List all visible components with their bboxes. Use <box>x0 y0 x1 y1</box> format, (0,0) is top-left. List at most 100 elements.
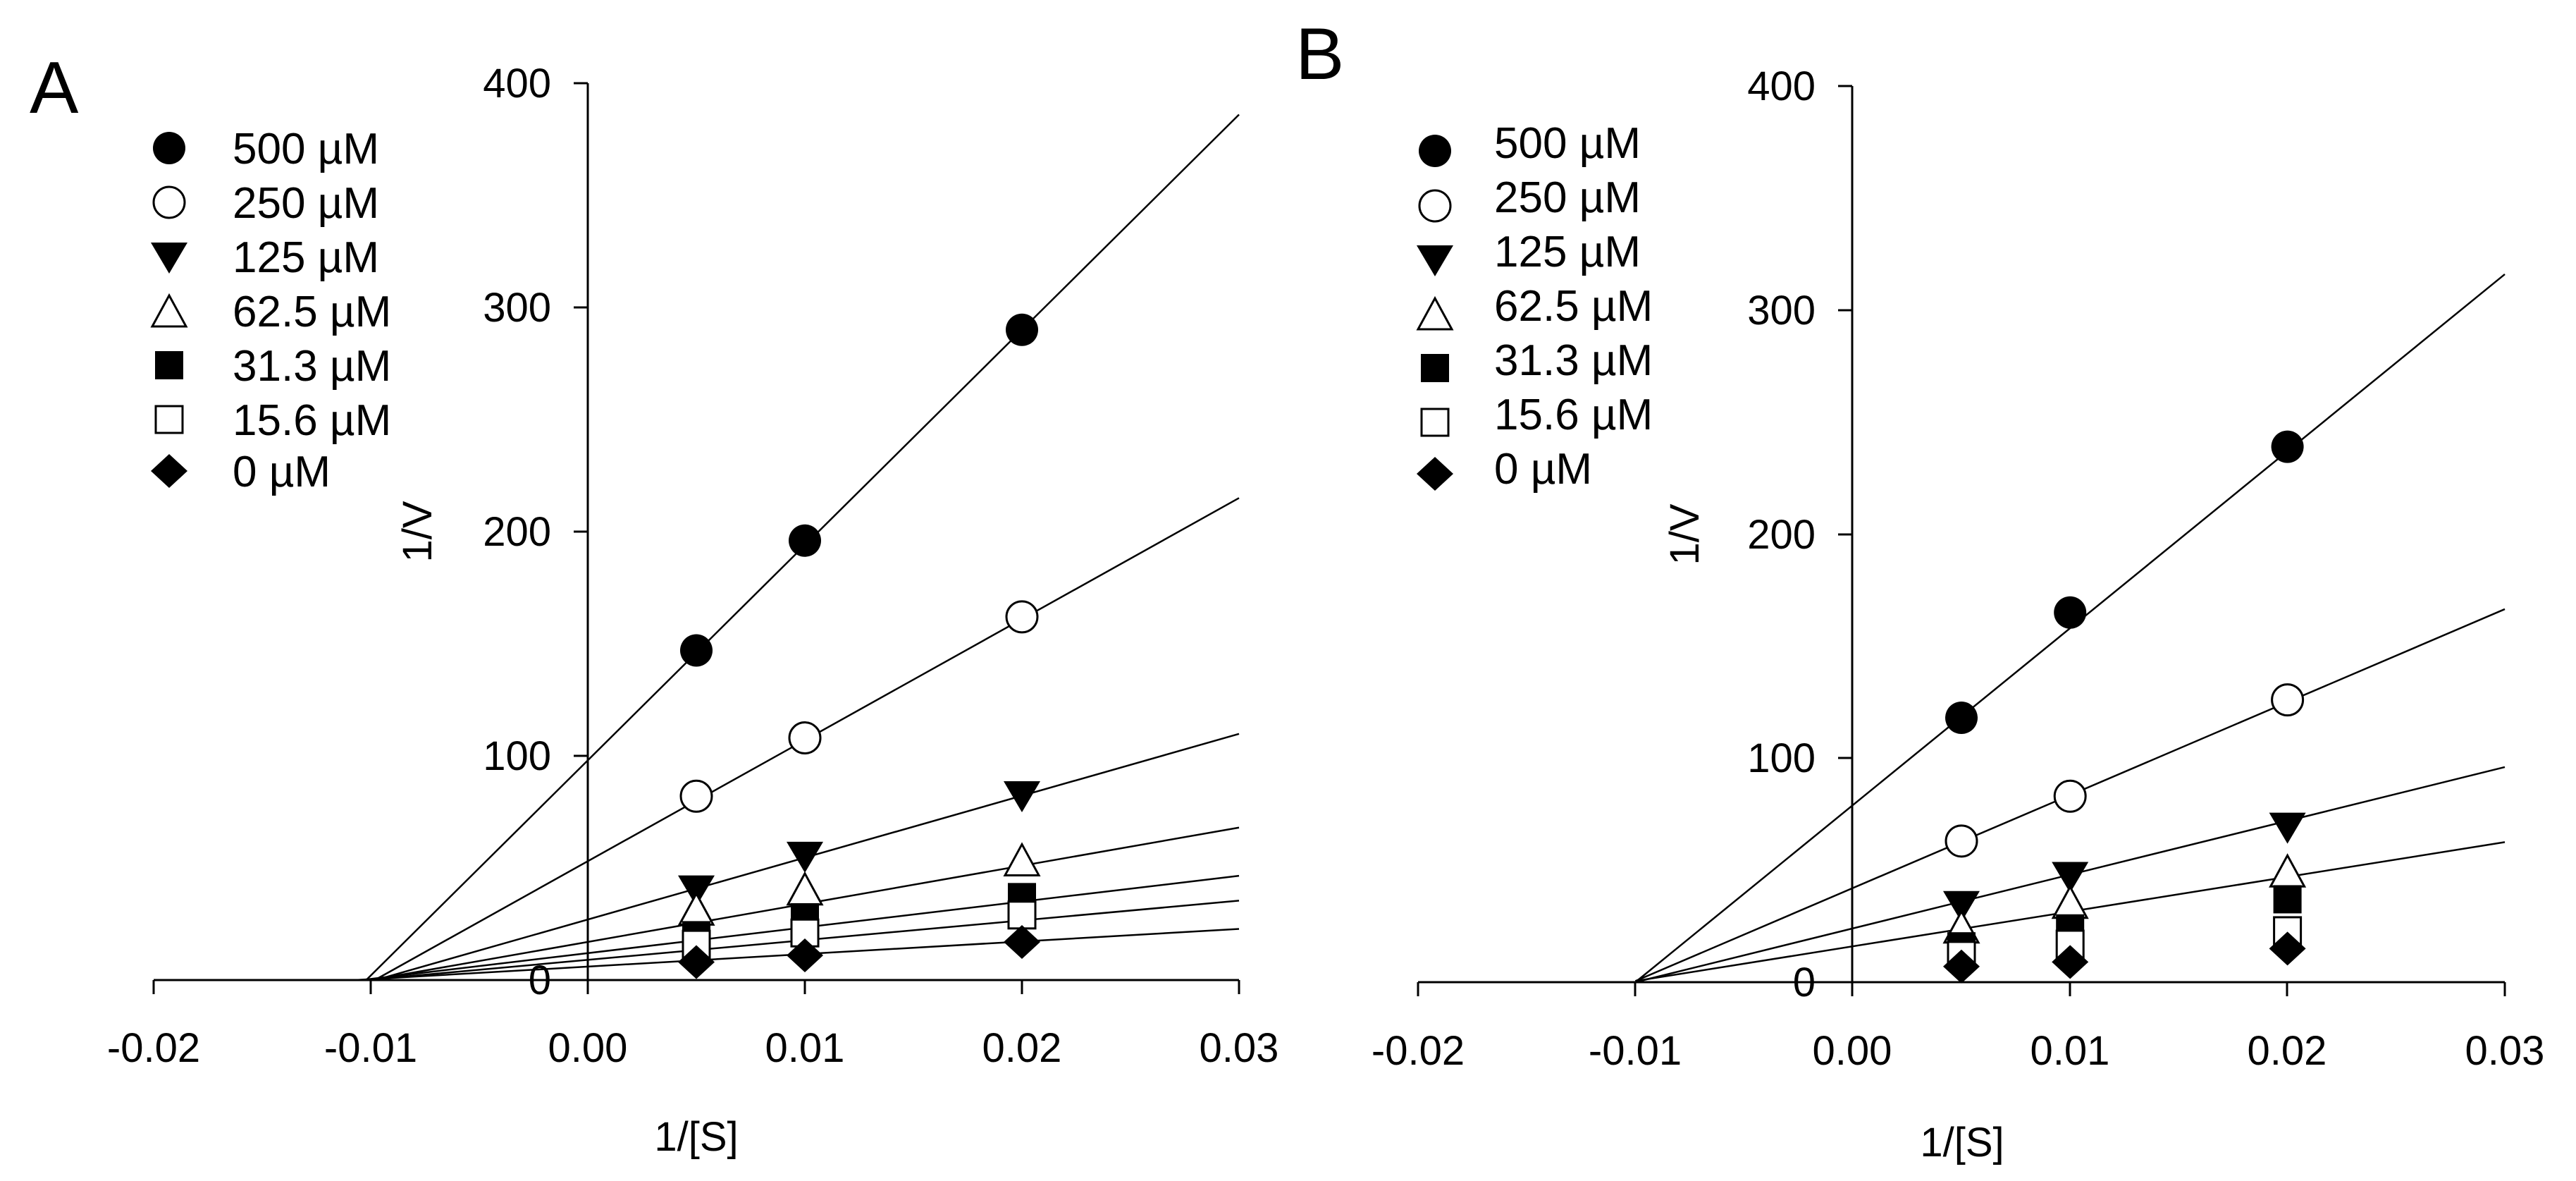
panel-b-legend-label: 0 µM <box>1494 445 1592 494</box>
panel-b-legend-entry: 125 µM <box>1417 228 1641 276</box>
panel-a-x-tick-label: 0.03 <box>1200 1025 1279 1071</box>
panel-a-x-tick-label: -0.01 <box>324 1025 417 1071</box>
panel-b-y-tick-label: 0 <box>1793 960 1816 1005</box>
panel-b-data-point <box>1943 891 1980 922</box>
panel-b-y-tick-label: 200 <box>1747 512 1816 558</box>
panel-b-data-point <box>2052 862 2089 893</box>
panel-b-y-ticks <box>1838 85 1852 984</box>
panel-b-legend-entry: 500 µM <box>1419 119 1641 168</box>
panel-b-legend-entry: 0 µM <box>1417 445 1592 494</box>
square-open-marker-icon <box>154 405 184 434</box>
panel-b-legend-entry: 31.3 µM <box>1421 336 1653 385</box>
panel-b-x-tick-labels: -0.02 -0.01 0.00 0.01 0.02 0.03 <box>1372 1028 2545 1074</box>
panel-a-x-tick-labels: -0.02 -0.01 0.00 0.01 0.02 0.03 <box>107 1025 1279 1071</box>
panel-a-y-tick-labels: 0 100 200 300 400 <box>483 61 551 1003</box>
panel-b-data-point <box>2051 884 2089 919</box>
panel-a-y-tick-label: 300 <box>483 285 551 331</box>
circle-open-marker-icon <box>152 185 186 219</box>
panel-b-data-point <box>2054 596 2087 629</box>
panel-b-data-point <box>1945 824 1978 858</box>
panel-a-x-tick-label: -0.02 <box>107 1025 200 1071</box>
panel-a-x-axis-title: 1/[S] <box>654 1114 738 1160</box>
panel-a-legend-label: 250 µM <box>233 179 379 228</box>
panel-b-data-point <box>2053 779 2087 813</box>
square-filled-marker-icon <box>1421 354 1449 382</box>
panel-a-legend-entry: 0 µM <box>151 448 331 496</box>
square-filled-marker-icon <box>155 351 183 379</box>
panel-a-y-tick-label: 400 <box>483 61 551 106</box>
panel-b-y-tick-label: 400 <box>1747 63 1816 109</box>
panel-b-x-tick-label: 0.01 <box>2030 1028 2110 1074</box>
panel-a-legend-label: 0 µM <box>233 448 331 496</box>
panel-a-data-point <box>1004 781 1040 813</box>
panel-a-data-point <box>787 938 823 973</box>
triangle-down-filled-marker-icon <box>1417 245 1453 276</box>
panel-b-x-tick-label: -0.02 <box>1372 1028 1465 1074</box>
panel-b-legend-entry: 62.5 µM <box>1416 282 1653 331</box>
panel-b-x-ticks <box>1417 982 2506 996</box>
panel-a-legend-label: 500 µM <box>233 125 379 173</box>
panel-b-data-point <box>2269 812 2306 844</box>
panel-b-data-point <box>2052 945 2089 979</box>
panel-a-legend-entry: 125 µM <box>151 233 379 282</box>
panel-a-legend-label: 15.6 µM <box>233 396 391 445</box>
panel-a-data-point <box>786 871 824 906</box>
panel-a-label: A <box>30 47 79 129</box>
panel-a-x-tick-label: 0.01 <box>765 1025 845 1071</box>
panel-a-data-point <box>1005 600 1039 634</box>
panel-a-y-tick-label: 200 <box>483 509 551 555</box>
panel-b-x-axis-title: 1/[S] <box>1920 1120 2004 1165</box>
panel-a-data-point <box>678 945 715 979</box>
panel-a-legend-entry: 31.3 µM <box>155 342 391 391</box>
panel-b-legend-entry: 250 µM <box>1418 173 1641 223</box>
panel-a-legend-entry: 62.5 µM <box>150 288 391 336</box>
panel-b-x-tick-label: 0.02 <box>2248 1028 2327 1074</box>
panel-a-data-point <box>1007 900 1037 930</box>
panel-a-data-point <box>787 841 823 873</box>
panel-a-y-ticks <box>574 82 588 981</box>
panel-a-x-ticks <box>152 980 1240 994</box>
panel-b-label: B <box>1295 13 1344 95</box>
triangle-up-open-marker-icon <box>150 293 188 328</box>
panel-a-data-point <box>677 891 715 926</box>
square-open-marker-icon <box>1420 408 1450 437</box>
diamond-filled-marker-icon <box>1417 457 1453 491</box>
panel-b-x-tick-label: -0.01 <box>1589 1028 1682 1074</box>
panel-a-legend-label: 62.5 µM <box>233 288 391 336</box>
panel-a-y-axis-title: 1/V <box>395 501 440 562</box>
panel-a-data-point <box>788 721 822 755</box>
panel-b-x-tick-label: 0.00 <box>1813 1028 1892 1074</box>
panel-a-x-tick-label: 0.02 <box>982 1025 1062 1071</box>
panel-b-data-point <box>2271 683 2305 717</box>
panel-a-x-tick-label: 0.00 <box>548 1025 628 1071</box>
panel-b-data-point <box>1943 949 1980 984</box>
panel-b-legend-label: 62.5 µM <box>1494 282 1653 331</box>
panel-a-data-point <box>1003 842 1041 876</box>
panel-b-legend-label: 250 µM <box>1494 173 1641 222</box>
panel-b-data-point <box>2273 885 2302 914</box>
panel-b-legend-label: 125 µM <box>1494 228 1641 276</box>
triangle-down-filled-marker-icon <box>151 243 187 274</box>
panel-a-legend-label: 31.3 µM <box>233 342 391 391</box>
circle-open-marker-icon <box>1418 189 1452 223</box>
panel-b-legend-label: 31.3 µM <box>1494 336 1653 385</box>
panel-b-data-points <box>1942 430 2307 984</box>
panel-b-legend-label: 500 µM <box>1494 119 1641 168</box>
panel-a-data-point <box>678 875 715 907</box>
panel-b-y-tick-label: 300 <box>1747 288 1816 334</box>
panel-b-legend-entry: 15.6 µM <box>1420 391 1653 439</box>
panel-b-y-tick-label: 100 <box>1747 735 1816 781</box>
panel-a-legend-entry: 15.6 µM <box>154 396 391 445</box>
panel-a-data-points <box>677 313 1041 979</box>
triangle-up-open-marker-icon <box>1416 295 1454 331</box>
circle-filled-marker-icon <box>1419 135 1451 167</box>
diamond-filled-marker-icon <box>151 454 187 488</box>
panel-b-legend: 500 µM 250 µM 125 µM 62.5 µM 31.3 µM 15.… <box>1416 119 1653 494</box>
panel-a-data-point <box>1006 313 1038 346</box>
panel-b-data-point <box>2269 853 2307 888</box>
panel-b-x-tick-label: 0.03 <box>2465 1028 2545 1074</box>
panel-b-data-point <box>1945 702 1978 735</box>
panel-b: B -0.02 -0.01 0.00 0.01 0.02 0.03 <box>1295 13 2544 1165</box>
panel-b-y-tick-labels: 0 100 200 300 400 <box>1747 63 1816 1005</box>
